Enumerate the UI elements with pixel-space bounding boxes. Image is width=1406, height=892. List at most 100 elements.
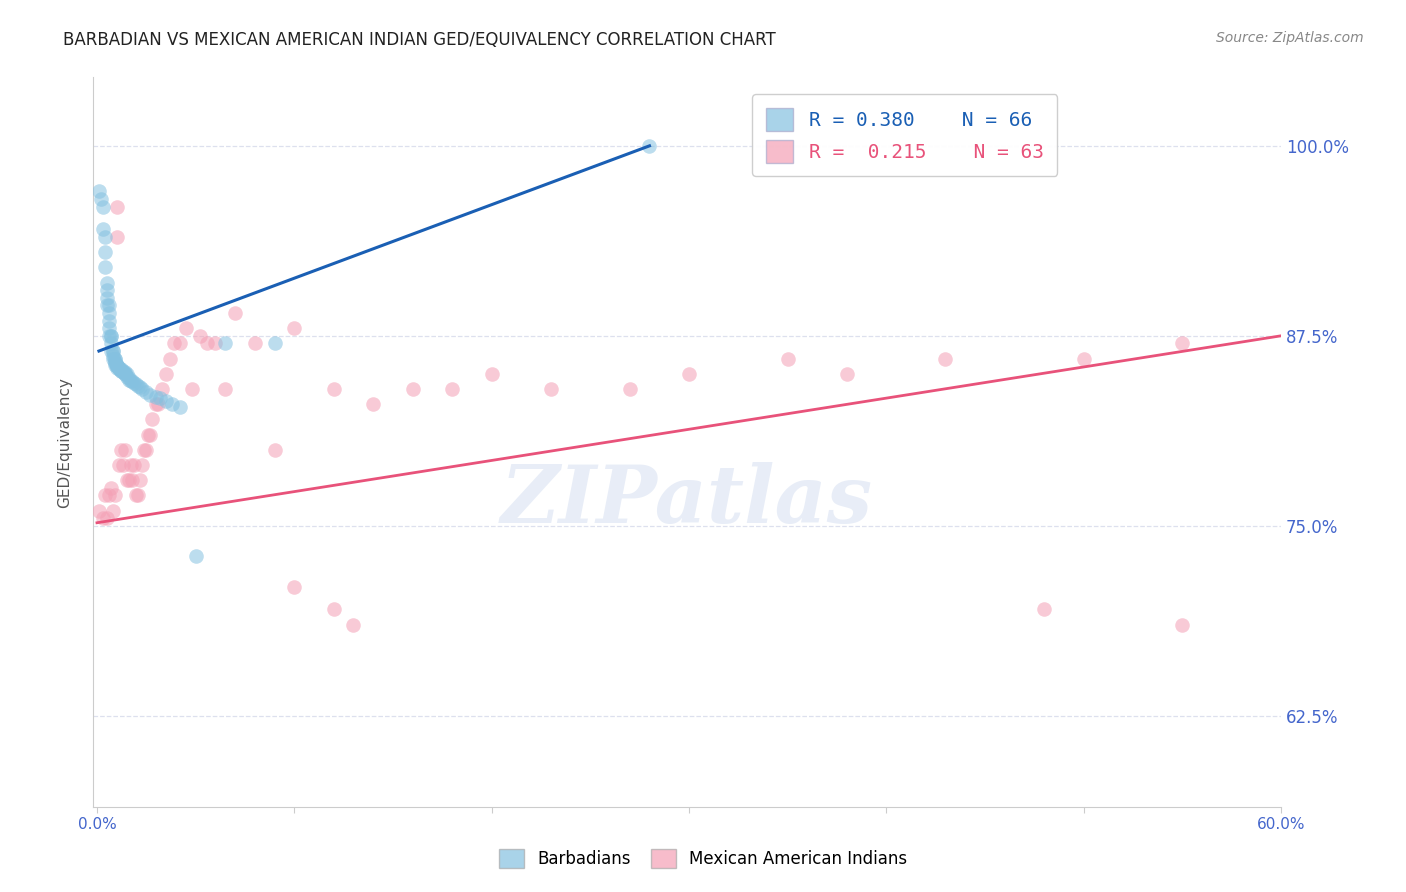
Point <box>224 306 246 320</box>
Point <box>678 367 700 381</box>
Point <box>835 367 858 381</box>
Point <box>107 362 129 376</box>
Point <box>283 580 305 594</box>
Point <box>87 503 110 517</box>
Text: ZIPatlas: ZIPatlas <box>501 462 873 540</box>
Point <box>114 367 136 381</box>
Point <box>87 185 110 199</box>
Point <box>101 349 124 363</box>
Point <box>263 442 285 457</box>
Point <box>115 369 138 384</box>
Legend: Barbadians, Mexican American Indians: Barbadians, Mexican American Indians <box>492 842 914 875</box>
Point <box>117 373 139 387</box>
Point <box>111 365 134 379</box>
Point <box>121 375 143 389</box>
Point <box>160 397 183 411</box>
Point <box>97 298 120 312</box>
Point <box>283 321 305 335</box>
Point <box>322 382 344 396</box>
Point <box>1171 336 1194 351</box>
Point <box>96 291 118 305</box>
Point <box>110 442 132 457</box>
Point <box>115 473 138 487</box>
Point <box>481 367 503 381</box>
Point <box>180 382 202 396</box>
Point <box>163 336 186 351</box>
Point <box>121 473 143 487</box>
Point <box>131 458 153 472</box>
Point <box>120 458 142 472</box>
Point <box>105 200 128 214</box>
Point <box>263 336 285 351</box>
Point <box>204 336 226 351</box>
Point <box>117 473 139 487</box>
Point <box>135 385 157 400</box>
Point <box>96 276 118 290</box>
Point <box>619 382 641 396</box>
Point <box>145 397 167 411</box>
Point <box>197 336 219 351</box>
Point <box>184 549 207 564</box>
Point <box>188 328 211 343</box>
Point <box>100 344 122 359</box>
Point <box>127 379 149 393</box>
Point <box>105 230 128 244</box>
Point <box>402 382 425 396</box>
Point <box>97 321 120 335</box>
Point <box>91 511 114 525</box>
Point <box>114 367 136 381</box>
Point <box>169 401 191 415</box>
Point <box>97 328 120 343</box>
Point <box>90 192 112 206</box>
Legend: R = 0.380    N = 66, R =  0.215    N = 63: R = 0.380 N = 66, R = 0.215 N = 63 <box>752 95 1057 177</box>
Point <box>94 488 117 502</box>
Point <box>540 382 562 396</box>
Point <box>114 442 136 457</box>
Point <box>105 359 128 374</box>
Point <box>104 351 127 366</box>
Point <box>111 458 134 472</box>
Point <box>125 488 148 502</box>
Point <box>136 427 159 442</box>
Point <box>322 602 344 616</box>
Text: Source: ZipAtlas.com: Source: ZipAtlas.com <box>1216 31 1364 45</box>
Point <box>105 358 128 372</box>
Point <box>100 328 122 343</box>
Point <box>101 344 124 359</box>
Point <box>115 367 138 381</box>
Point <box>124 458 146 472</box>
Point <box>104 354 127 368</box>
Y-axis label: GED/Equivalency: GED/Equivalency <box>58 376 72 508</box>
Point <box>94 245 117 260</box>
Point <box>638 138 661 153</box>
Point <box>1171 617 1194 632</box>
Point <box>97 488 120 502</box>
Point <box>124 376 146 390</box>
Point <box>129 380 152 394</box>
Point <box>110 364 132 378</box>
Point <box>107 360 129 375</box>
Point <box>342 617 364 632</box>
Point <box>135 442 157 457</box>
Point <box>131 382 153 396</box>
Point <box>127 488 149 502</box>
Point <box>101 503 124 517</box>
Point <box>104 358 127 372</box>
Point <box>134 442 156 457</box>
Point <box>94 260 117 275</box>
Point <box>169 336 191 351</box>
Point <box>1033 602 1056 616</box>
Point <box>96 283 118 297</box>
Point <box>97 313 120 327</box>
Point <box>141 412 163 426</box>
Point <box>96 511 118 525</box>
Point <box>107 458 129 472</box>
Point <box>776 351 799 366</box>
Point <box>214 336 236 351</box>
Point <box>111 364 134 378</box>
Point <box>155 367 177 381</box>
Point <box>149 391 172 405</box>
Point <box>104 356 127 370</box>
Point <box>100 336 122 351</box>
Point <box>94 230 117 244</box>
